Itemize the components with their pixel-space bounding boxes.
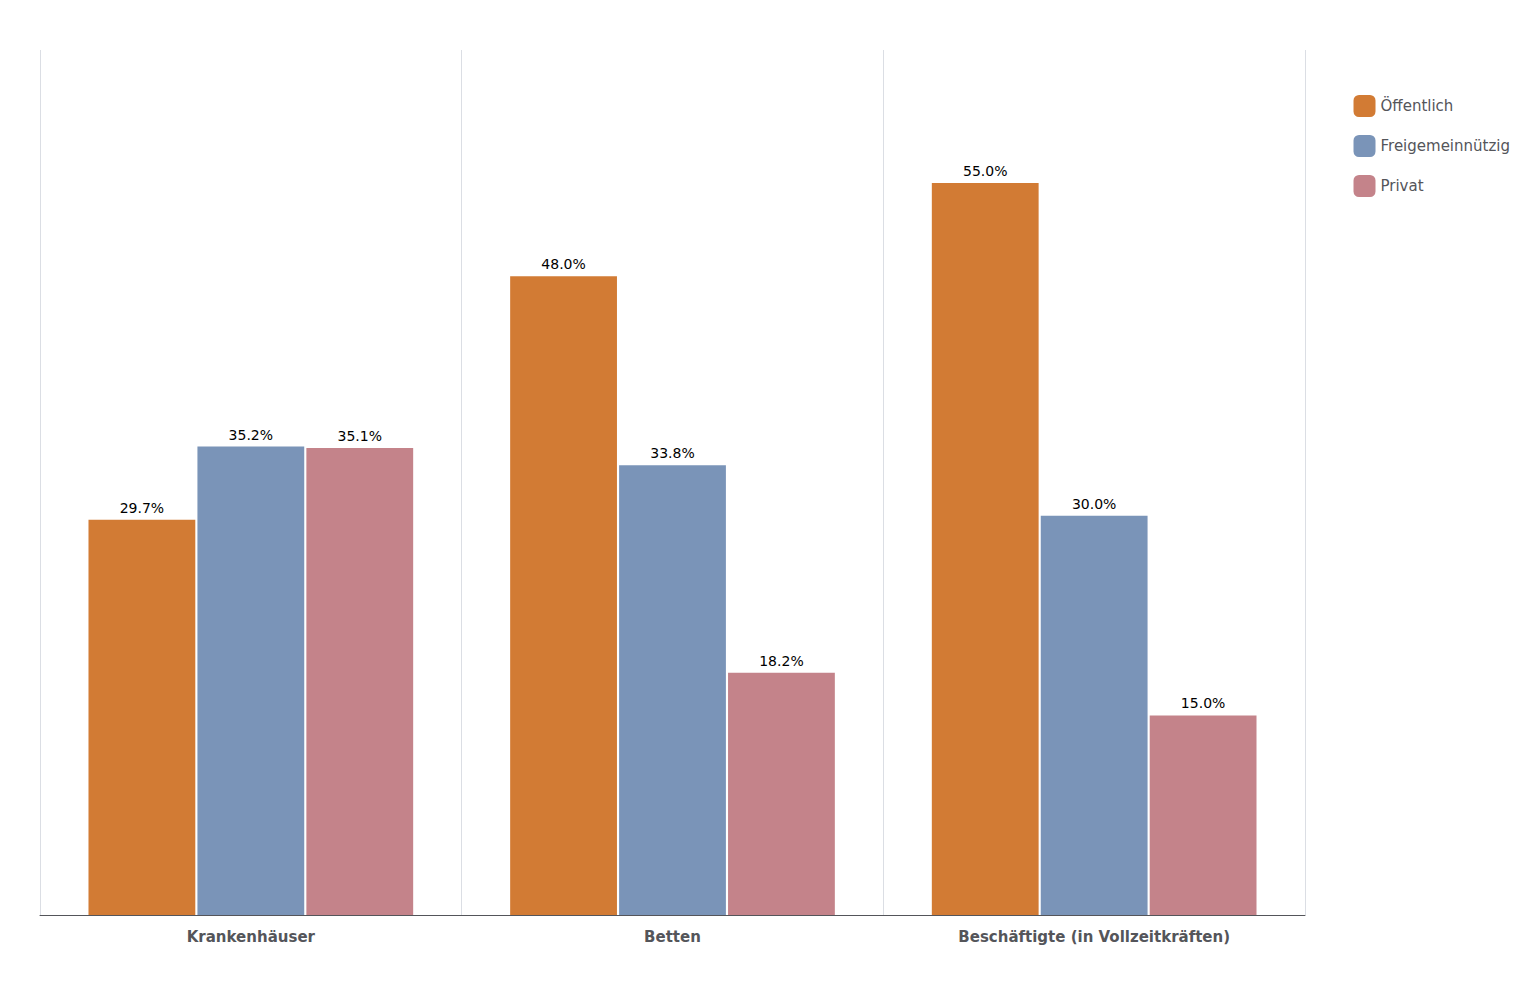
- svg-text:Krankenhäuser: Krankenhäuser: [187, 928, 316, 946]
- svg-text:55.0%: 55.0%: [963, 163, 1007, 179]
- svg-text:30.0%: 30.0%: [1072, 496, 1116, 512]
- svg-text:29.7%: 29.7%: [120, 500, 164, 516]
- svg-text:33.8%: 33.8%: [650, 445, 694, 461]
- svg-text:Freigemeinnützig: Freigemeinnützig: [1381, 137, 1511, 155]
- svg-text:Betten: Betten: [644, 928, 701, 946]
- svg-text:48.0%: 48.0%: [541, 256, 585, 272]
- svg-text:Öffentlich: Öffentlich: [1381, 96, 1454, 115]
- svg-text:15.0%: 15.0%: [1181, 695, 1225, 711]
- svg-text:35.2%: 35.2%: [229, 427, 273, 443]
- svg-text:Privat: Privat: [1381, 177, 1424, 195]
- svg-text:35.1%: 35.1%: [338, 428, 382, 444]
- svg-text:18.2%: 18.2%: [759, 653, 803, 669]
- svg-text:Beschäftigte (in Vollzeitkräft: Beschäftigte (in Vollzeitkräften): [958, 928, 1230, 946]
